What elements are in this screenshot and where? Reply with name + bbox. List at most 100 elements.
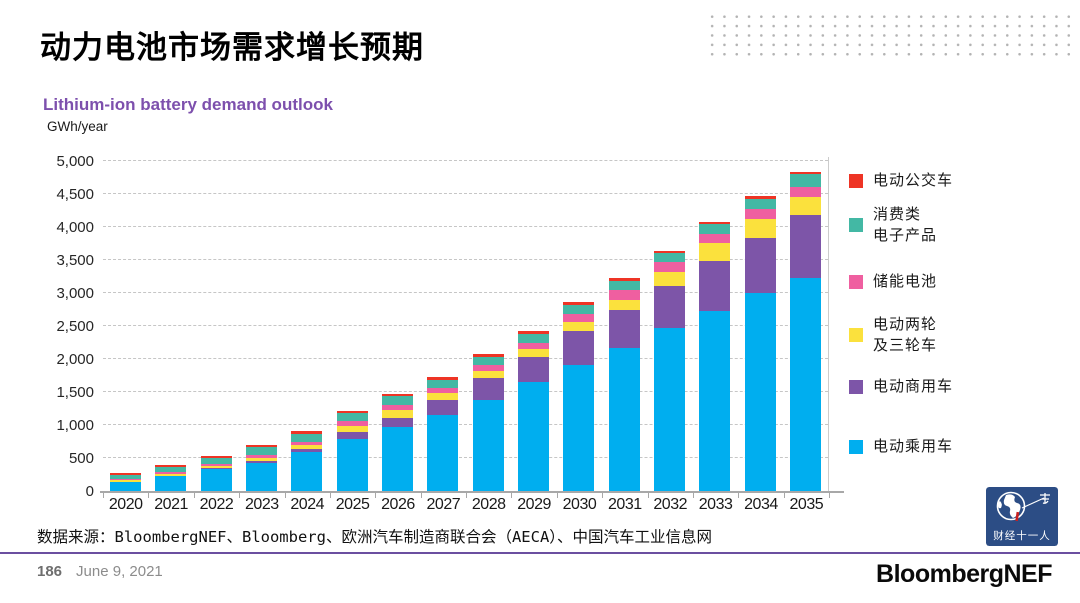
- bar-segment-e_bus-2030: [563, 301, 595, 305]
- x-axis-tick: [284, 493, 286, 498]
- x-axis-tick: [602, 493, 604, 498]
- chart-subtitle: Lithium-ion battery demand outlook: [43, 95, 333, 114]
- bar-segment-stationary_storage-2022: [200, 464, 232, 467]
- bar-segment-stationary_storage-2030: [563, 314, 595, 322]
- bar-2034: [744, 196, 776, 491]
- x-axis-tick: [829, 493, 830, 498]
- bar-segment-two_three_wheeler-2029: [517, 348, 549, 358]
- bar-segment-commercial_ev-2032: [653, 285, 685, 329]
- bar-slot-2033: [692, 157, 737, 491]
- x-tick-label-2029: 2029: [517, 496, 551, 513]
- bar-slot-2023: [239, 157, 284, 491]
- x-axis-tick: [511, 493, 513, 498]
- y-axis-unit-label: GWh/year: [47, 119, 108, 134]
- bar-segment-passenger_ev-2035: [789, 277, 821, 491]
- bar-segment-consumer_electronics-2027: [427, 379, 459, 389]
- bar-segment-commercial_ev-2022: [200, 468, 232, 470]
- y-tick-label-2,000: 2,000: [56, 351, 94, 368]
- bar-segment-commercial_ev-2034: [744, 237, 776, 293]
- legend-item-e_bus: 电动公交车: [849, 170, 953, 191]
- bar-segment-commercial_ev-2021: [155, 475, 187, 477]
- x-axis-tick: [647, 493, 649, 498]
- bar-2027: [427, 377, 459, 491]
- x-axis-tick: [466, 493, 467, 498]
- bar-slot-2029: [511, 157, 556, 491]
- bar-segment-commercial_ev-2035: [789, 215, 821, 278]
- x-tick-label-2021: 2021: [154, 496, 188, 513]
- footer-left: 186 June 9, 2021: [37, 563, 163, 580]
- legend-label-consumer_electronics: 消费类 电子产品: [873, 206, 938, 244]
- bar-slot-2025: [330, 157, 375, 491]
- y-tick-label-4,500: 4,500: [56, 186, 94, 203]
- bar-segment-consumer_electronics-2022: [200, 458, 232, 465]
- bar-segment-commercial_ev-2030: [563, 331, 595, 365]
- bar-segment-passenger_ev-2031: [608, 347, 640, 491]
- bars: [103, 157, 828, 491]
- x-tick-label-2027: 2027: [426, 496, 461, 513]
- bar-segment-two_three_wheeler-2023: [246, 457, 278, 461]
- page-number: 186: [37, 563, 63, 580]
- bar-segment-consumer_electronics-2035: [789, 174, 821, 187]
- x-tick-label-2035: 2035: [789, 496, 824, 513]
- bar-segment-two_three_wheeler-2027: [427, 393, 459, 401]
- x-axis-tick: [692, 493, 694, 498]
- bar-segment-consumer_electronics-2023: [246, 447, 278, 455]
- x-tick-label-2024: 2024: [290, 496, 324, 513]
- x-axis-tick: [103, 493, 104, 498]
- bar-2026: [382, 394, 414, 491]
- bar-segment-stationary_storage-2021: [155, 472, 187, 474]
- bar-slot-2032: [647, 157, 692, 491]
- legend-swatch-commercial_ev: [849, 379, 863, 394]
- bar-segment-commercial_ev-2027: [427, 400, 459, 416]
- bar-segment-e_bus-2033: [699, 222, 731, 225]
- bar-segment-passenger_ev-2025: [336, 438, 368, 491]
- x-tick-label-2034: 2034: [744, 496, 778, 513]
- chart-plot-area: [100, 157, 844, 498]
- bar-slot-2034: [737, 157, 782, 491]
- bar-segment-commercial_ev-2020: [110, 481, 142, 483]
- bar-segment-e_bus-2020: [110, 472, 142, 475]
- bar-segment-stationary_storage-2027: [427, 388, 459, 394]
- bar-segment-commercial_ev-2033: [699, 261, 731, 311]
- bar-segment-e_bus-2029: [517, 331, 549, 334]
- x-axis-tick: [239, 493, 241, 498]
- bar-segment-two_three_wheeler-2025: [336, 425, 368, 432]
- bar-segment-e_bus-2027: [427, 377, 459, 380]
- x-tick-label-2026: 2026: [381, 496, 415, 513]
- y-tick-label-1,000: 1,000: [56, 417, 94, 434]
- legend-item-stationary_storage: 储能电池: [849, 271, 937, 292]
- bar-segment-commercial_ev-2029: [517, 357, 549, 382]
- legend-swatch-two_three_wheeler: [849, 328, 863, 342]
- bar-slot-2021: [148, 157, 193, 491]
- bar-segment-consumer_electronics-2031: [608, 280, 640, 291]
- page-title: 动力电池市场需求增长预期: [40, 30, 424, 65]
- bar-segment-consumer_electronics-2034: [744, 198, 776, 209]
- bar-segment-stationary_storage-2024: [291, 441, 323, 446]
- bar-segment-e_bus-2026: [382, 394, 414, 397]
- bar-segment-passenger_ev-2027: [427, 415, 459, 491]
- bar-segment-commercial_ev-2026: [382, 417, 414, 427]
- y-tick-label-4,000: 4,000: [56, 219, 94, 236]
- legend-label-commercial_ev: 电动商用车: [873, 378, 954, 395]
- y-tick-label-1,500: 1,500: [56, 384, 94, 401]
- x-axis-line: [100, 491, 844, 493]
- bar-segment-consumer_electronics-2025: [336, 412, 368, 421]
- bar-2030: [563, 301, 595, 491]
- bar-segment-e_bus-2031: [608, 278, 640, 281]
- gridline-2,500: [103, 325, 828, 326]
- bar-segment-stationary_storage-2029: [517, 342, 549, 349]
- x-axis-tick: [556, 493, 558, 498]
- bar-2029: [517, 331, 549, 491]
- bar-segment-e_bus-2034: [744, 196, 776, 199]
- bar-segment-consumer_electronics-2033: [699, 224, 731, 234]
- bar-segment-consumer_electronics-2032: [653, 253, 685, 262]
- x-axis-tick: [783, 493, 785, 498]
- legend-swatch-stationary_storage: [849, 274, 863, 289]
- bar-segment-consumer_electronics-2020: [110, 474, 142, 480]
- bar-2035: [789, 171, 821, 491]
- bar-segment-commercial_ev-2028: [472, 378, 504, 401]
- bar-segment-two_three_wheeler-2035: [789, 197, 821, 216]
- bar-slot-2035: [783, 157, 828, 491]
- bar-segment-stationary_storage-2034: [744, 208, 776, 219]
- y-tick-label-3,000: 3,000: [56, 285, 94, 302]
